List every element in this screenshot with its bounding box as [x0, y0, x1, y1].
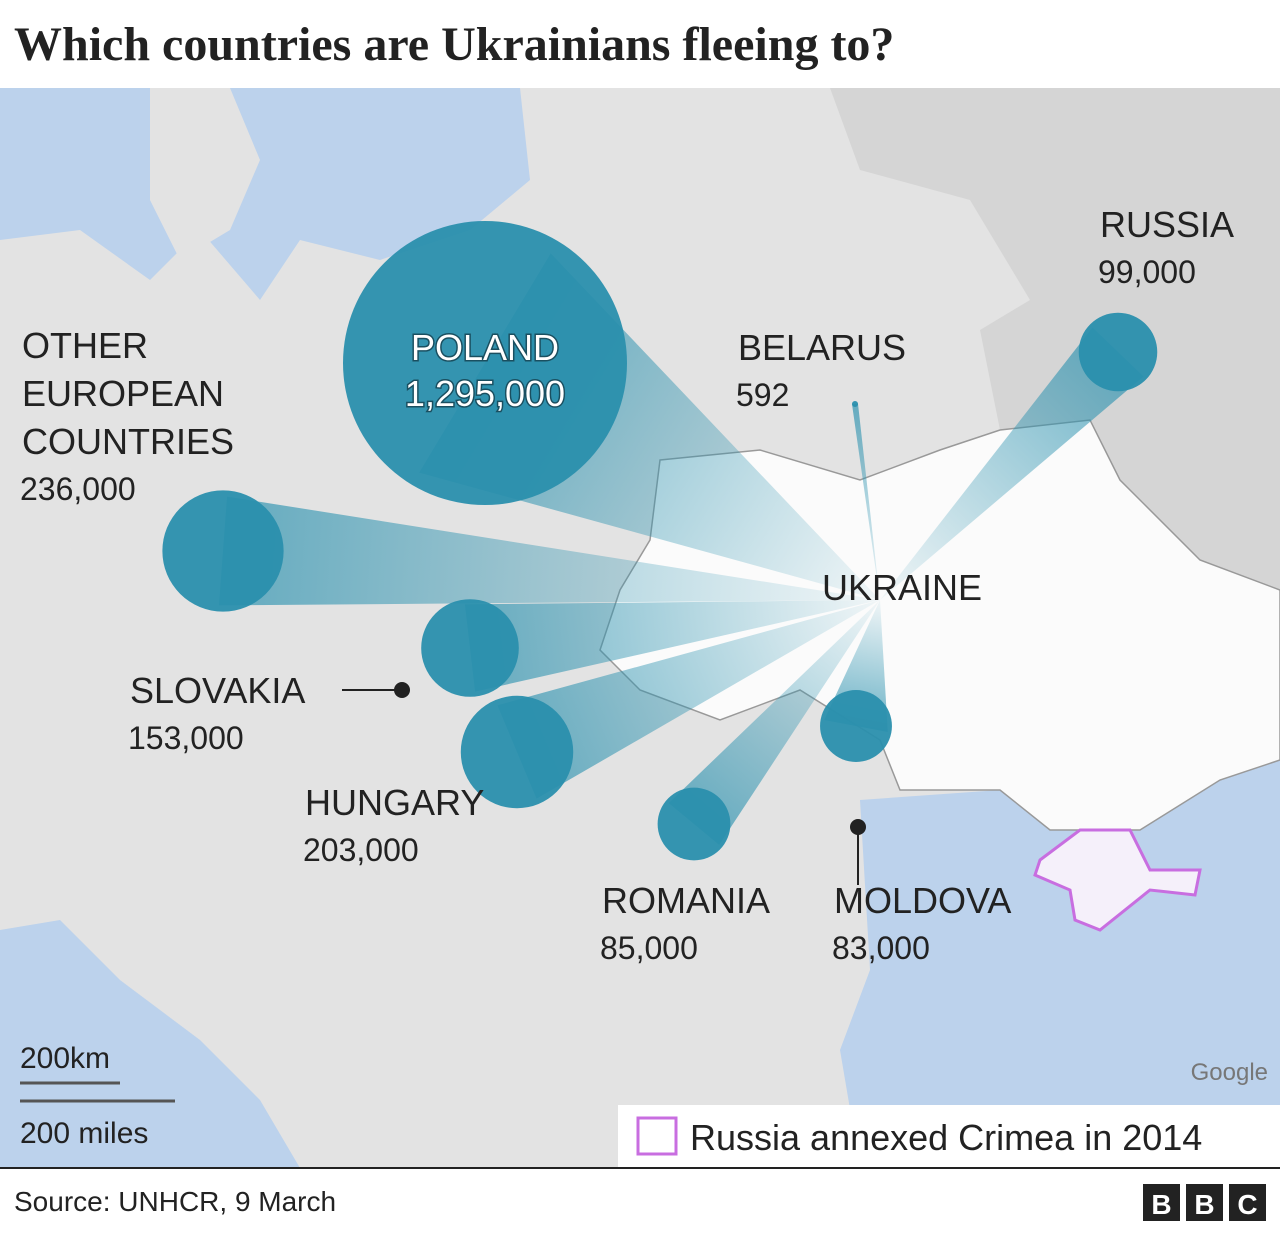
name-line: COUNTRIES [22, 421, 234, 462]
flow [464, 600, 880, 692]
destination-value: 99,000 [1098, 254, 1196, 290]
name-line: OTHER [22, 325, 148, 366]
destination-value: 592 [736, 377, 789, 413]
logo-letter: B [1194, 1189, 1214, 1220]
title: Which countries are Ukrainians fleeing t… [14, 18, 894, 71]
destination-value: 236,000 [20, 471, 136, 507]
destination-circle [162, 490, 284, 612]
source: Source: UNHCR, 9 March [14, 1186, 336, 1217]
legend-label: Russia annexed Crimea in 2014 [690, 1117, 1202, 1158]
destination-name: RUSSIA [1100, 204, 1234, 245]
pin [850, 819, 866, 835]
logo-block [1143, 1184, 1180, 1221]
flow [668, 600, 880, 845]
flow [852, 403, 880, 600]
flow [218, 496, 880, 606]
destination-name: SLOVAKIA [130, 670, 305, 711]
destination-value: 203,000 [303, 832, 419, 868]
destination-circle [421, 599, 519, 697]
destination-circle [343, 221, 627, 505]
destination-value: 1,295,000 [405, 373, 565, 414]
black-sea [840, 760, 1280, 1168]
attribution: Google [1191, 1059, 1268, 1086]
pin [394, 682, 410, 698]
russia-land [830, 88, 1280, 590]
legend-swatch [636, 1116, 678, 1156]
origin-label: UKRAINE [822, 567, 982, 608]
destination-name: MOLDOVA [834, 880, 1011, 921]
baltic-sea [0, 88, 530, 300]
destination-circle [657, 787, 731, 861]
name-line: EUROPEAN [22, 373, 224, 414]
destination-name: HUNGARY [305, 782, 484, 823]
flow [880, 327, 1144, 600]
destinations [162, 221, 1158, 861]
logo-letter: C [1237, 1189, 1257, 1220]
destination-circle [851, 400, 859, 408]
destination-circle [460, 695, 574, 809]
scale-miles-label: 200 miles [20, 1117, 148, 1150]
destination-circle [820, 690, 892, 762]
destination-value: 85,000 [600, 930, 698, 966]
scandinavia [150, 88, 260, 260]
crimea [1033, 828, 1202, 932]
logo-block [1186, 1184, 1223, 1221]
destination-name: OTHER EUROPEAN COUNTRIES [22, 325, 234, 462]
adriatic-sea [0, 920, 300, 1168]
logo-letter: B [1151, 1189, 1171, 1220]
flow [497, 600, 880, 799]
destination-value: 83,000 [832, 930, 930, 966]
destination-circle [1078, 312, 1158, 392]
scale-km-label: 200km [20, 1042, 110, 1075]
destination-name: ROMANIA [602, 880, 770, 921]
destination-name: BELARUS [738, 327, 906, 368]
destination-value: 153,000 [128, 720, 244, 756]
destination-name: POLAND [411, 327, 559, 368]
legend-box [618, 1105, 1280, 1168]
logo-block [1229, 1184, 1266, 1221]
